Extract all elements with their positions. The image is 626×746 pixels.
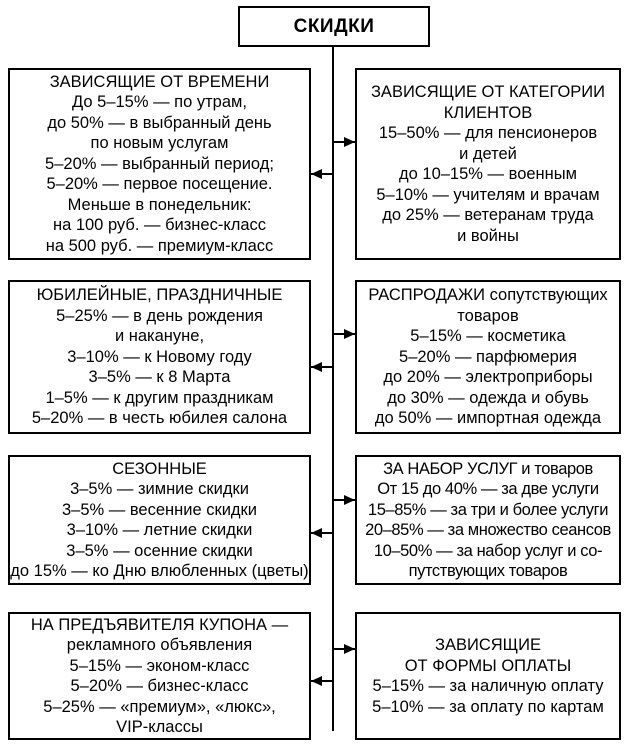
text-line: до 20% — электроприборы	[383, 368, 593, 387]
arrow-line	[311, 366, 334, 368]
arrowhead-right-icon	[344, 329, 355, 339]
trunk-line	[332, 47, 334, 731]
node-body: 15–50% — для пенсионеров и детей до 10–15%…	[357, 123, 619, 246]
node-title: СЕЗОННЫЕ	[10, 459, 309, 480]
arrowhead-right-icon	[344, 644, 355, 654]
node-body: 5–15% — эконом-класс 5–20% — бизнес-класс…	[10, 656, 309, 738]
node-body: От 15 до 40% — за две услуги 15–85% — за …	[357, 479, 619, 582]
text-line: на 500 руб. — премиум-класс	[45, 236, 274, 255]
text-line: 5–20% — первое посещение.	[46, 175, 273, 194]
text-line: 5–15% — за наличную оплату	[372, 677, 604, 695]
text-line: товаров	[457, 306, 519, 325]
text-line: 5–20% — в честь юбилея салона	[31, 409, 288, 428]
node-body: 3–5% — зимние скидки 3–5% — весенние скид…	[10, 479, 309, 582]
text-line: РАСПРОДАЖИ сопутствующих	[368, 286, 608, 305]
text-line: Меньше в понедельник:	[67, 195, 252, 214]
node-body: 5–15% — за наличную оплату 5–10% — за опл…	[357, 676, 619, 717]
node-title: РАСПРОДАЖИ сопутствующих товаров	[357, 285, 619, 326]
text-line: 5–15% — эконом-класс	[69, 656, 250, 675]
node-title: ЮБИЛЕЙНЫЕ, ПРАЗДНИЧНЫЕ	[10, 285, 309, 306]
arrowhead-left-icon	[311, 528, 322, 538]
node-payment-form: ЗАВИСЯЩИЕ ОТ ФОРМЫ ОПЛАТЫ 5–15% — за нали…	[355, 612, 621, 740]
text-line: до 30% — одежда и обувь	[387, 388, 589, 407]
text-line: 1–5% — к другим праздникам	[45, 388, 274, 407]
arrow-line	[311, 532, 334, 534]
text-line: ЗАВИСЯЩИЕ	[434, 636, 541, 654]
text-line: до 10–15% — военным	[399, 165, 577, 183]
text-line: VIP-классы	[116, 718, 203, 736]
node-body: До 5–15% — по утрам, до 50% — в выбранный…	[10, 92, 309, 256]
text-line: 5–25% — в день рождения	[56, 306, 263, 325]
text-line: 5–20% — выбранный период;	[45, 154, 274, 173]
root-node-discounts: СКИДКИ	[238, 6, 430, 47]
node-body: 5–25% — в день рождения и накануне, 3–10% …	[10, 306, 309, 429]
arrowhead-right-icon	[344, 495, 355, 505]
text-line: рекламного объявления	[66, 636, 253, 654]
node-title: ЗАВИСЯЩИЕ ОТ ФОРМЫ ОПЛАТЫ	[357, 635, 619, 676]
node-body: 5–15% — косметика 5–20% — парфюмерия до 20…	[357, 326, 619, 429]
arrow-line	[311, 173, 334, 175]
arrow-line	[311, 680, 334, 682]
text-line: 3–10% — летние скидки	[66, 521, 253, 539]
text-line: и войны	[457, 226, 519, 245]
text-line: 5–25% — «премиум», «люкс»,	[43, 697, 276, 716]
text-line: до 50% — в выбранный день	[47, 113, 272, 132]
text-line: 3–5% — весенние скидки	[61, 500, 257, 519]
node-title: ЗАВИСЯЩИЕ ОТ ВРЕМЕНИ	[10, 72, 309, 93]
text-line: 3–5% — зимние скидки	[70, 480, 249, 498]
node-coupon-bearer: НА ПРЕДЪЯВИТЕЛЯ КУПОНА — рекламного объяв…	[8, 612, 311, 740]
node-service-bundle: ЗА НАБОР УСЛУГ и товаров От 15 до 40% — …	[355, 455, 621, 585]
text-line: 15–50% — для пенсионеров	[378, 124, 598, 142]
text-line: ЗА НАБОР УСЛУГ и товаров	[383, 459, 593, 478]
diagram-title: СКИДКИ	[293, 15, 375, 37]
text-line: 20–85% — за множество сеансов	[365, 521, 611, 539]
text-line: 5–10% — за оплату по картам	[372, 697, 604, 716]
text-line: по новым услугам	[90, 134, 229, 153]
text-line: и накануне,	[114, 327, 205, 346]
node-jubilee-holiday: ЮБИЛЕЙНЫЕ, ПРАЗДНИЧНЫЕ 5–25% — в день ро…	[8, 280, 311, 434]
text-line: КЛИЕНТОВ	[443, 103, 533, 122]
text-line: НА ПРЕДЪЯВИТЕЛЯ КУПОНА —	[30, 615, 289, 634]
text-line: путствующих товаров	[408, 562, 568, 580]
text-line: 5–20% — парфюмерия	[399, 347, 577, 366]
text-line: 10–50% — за набор услуг и со-	[373, 541, 603, 560]
node-title: ЗА НАБОР УСЛУГ и товаров	[357, 459, 619, 480]
node-time-based: ЗАВИСЯЩИЕ ОТ ВРЕМЕНИ До 5–15% — по утрам…	[8, 68, 311, 260]
node-title: НА ПРЕДЪЯВИТЕЛЯ КУПОНА — рекламного объяв…	[10, 615, 309, 656]
text-line: 3–5% — осенние скидки	[66, 541, 253, 560]
node-seasonal: СЕЗОННЫЕ 3–5% — зимние скидки 3–5% — весе…	[8, 455, 311, 585]
node-related-goods-sales: РАСПРОДАЖИ сопутствующих товаров 5–15% — …	[355, 280, 621, 434]
arrowhead-right-icon	[344, 137, 355, 147]
text-line: От 15 до 40% — за две услуги	[377, 480, 599, 498]
text-line: СЕЗОННЫЕ	[112, 459, 207, 478]
text-line: ЮБИЛЕЙНЫЕ, ПРАЗДНИЧНЫЕ	[36, 286, 283, 305]
text-line: ОТ ФОРМЫ ОПЛАТЫ	[404, 656, 572, 675]
arrowhead-left-icon	[311, 169, 322, 179]
text-line: до 50% — импортная одежда	[374, 409, 602, 428]
text-line: 5–20% — бизнес-класс	[70, 677, 249, 695]
text-line: до 15% — ко Дню влюбленных (цветы)	[10, 562, 309, 580]
text-line: до 25% — ветеранам труда	[382, 206, 594, 224]
node-title: ЗАВИСЯЩИЕ ОТ КАТЕГОРИИ КЛИЕНТОВ	[357, 82, 619, 123]
text-line: 3–10% — к Новому году	[67, 347, 252, 366]
text-line: 5–10% — учителям и врачам	[376, 185, 600, 204]
text-line: ЗАВИСЯЩИЕ ОТ ВРЕМЕНИ	[49, 72, 270, 91]
arrowhead-left-icon	[311, 676, 322, 686]
arrowhead-left-icon	[311, 362, 322, 372]
text-line: на 100 руб. — бизнес-класс	[52, 216, 267, 235]
text-line: 5–15% — косметика	[410, 327, 566, 346]
node-client-category: ЗАВИСЯЩИЕ ОТ КАТЕГОРИИ КЛИЕНТОВ 15–50% — …	[355, 68, 621, 260]
text-line: ЗАВИСЯЩИЕ ОТ КАТЕГОРИИ	[370, 83, 606, 101]
text-line: 3–5% — к 8 Марта	[88, 368, 231, 387]
text-line: и детей	[459, 144, 517, 163]
text-line: 15–85% — за три и более услуги	[367, 500, 609, 519]
text-line: До 5–15% — по утрам,	[72, 93, 247, 112]
